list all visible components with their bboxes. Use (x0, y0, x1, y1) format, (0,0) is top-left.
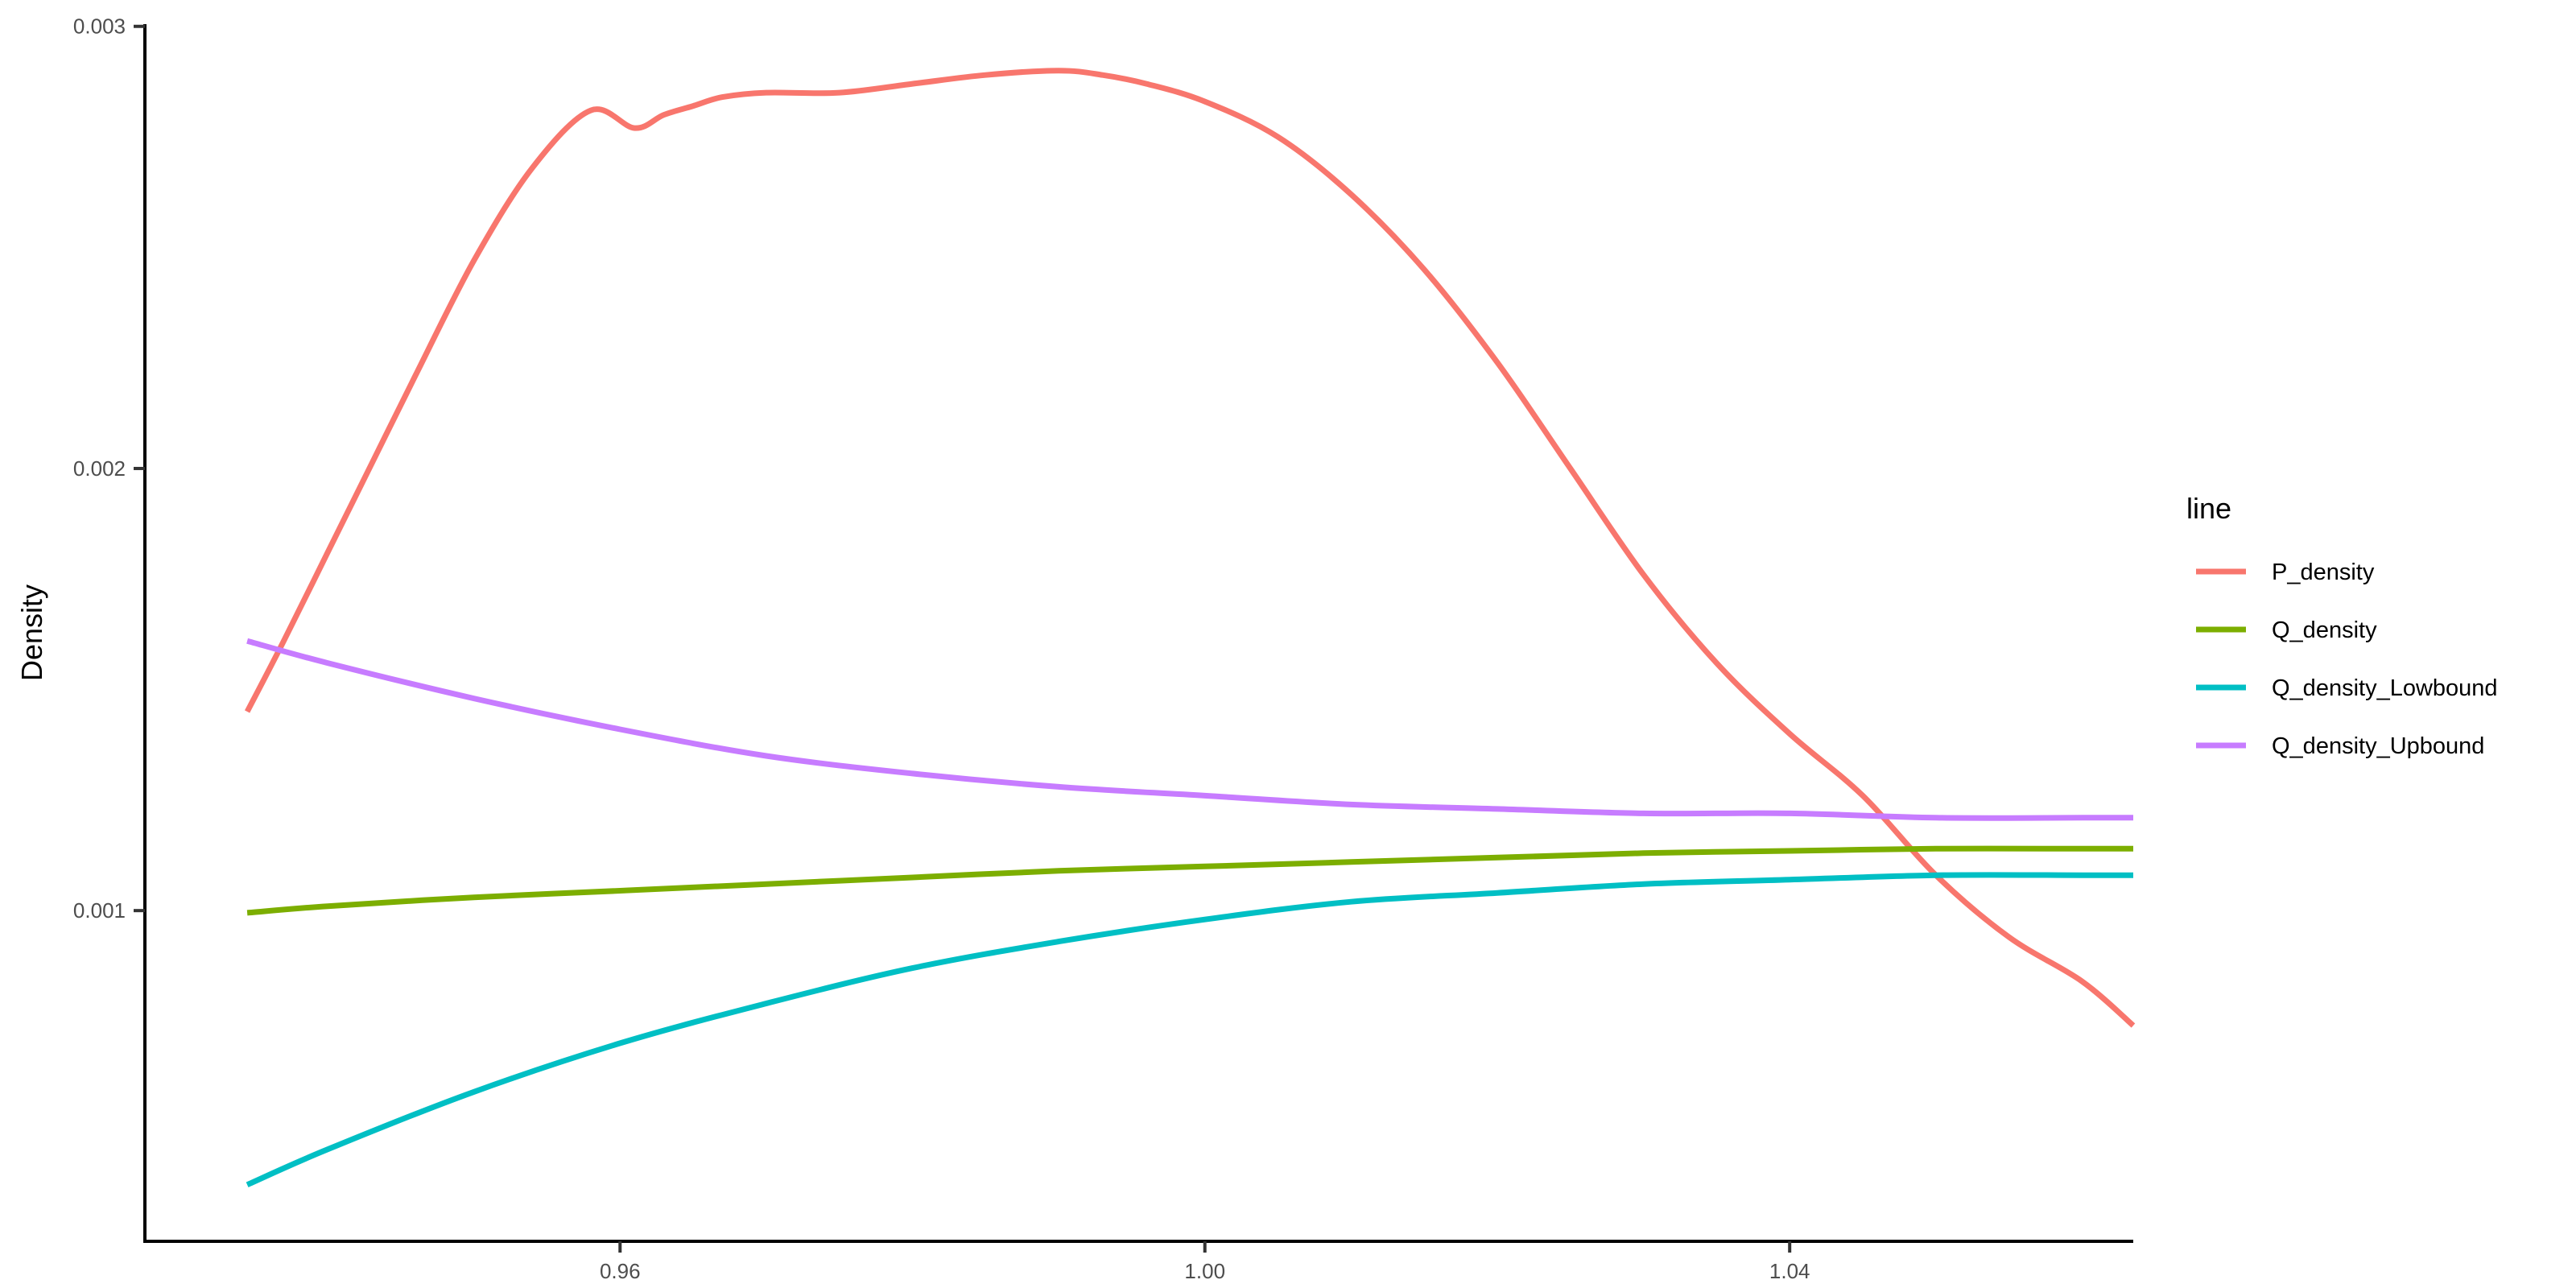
x-tick-label: 0.96 (600, 1259, 641, 1283)
legend-label: P_density (2272, 559, 2375, 585)
x-tick-label: 1.04 (1769, 1259, 1810, 1283)
y-tick-label: 0.002 (73, 456, 126, 481)
series-line-q-density (246, 845, 2133, 916)
legend-label: Q_density_Lowbound (2272, 675, 2498, 701)
series-line-q-density-upbound (246, 638, 2133, 821)
legend-title: line (2186, 492, 2231, 525)
legend-label: Q_density_Upbound (2272, 733, 2484, 759)
legend: line P_density Q_density Q_density_Lowboun… (2186, 492, 2498, 759)
x-tick-label: 1.00 (1184, 1259, 1225, 1283)
series-layer (244, 68, 2136, 1187)
ticks-layer: 0.96 1.00 1.04 0.001 0.002 0.003 (73, 14, 1810, 1283)
series-line-q-density-lowbound (246, 872, 2133, 1187)
legend-items: P_density Q_density Q_density_Lowbound Q_de… (2196, 559, 2498, 759)
y-axis-title: Density (15, 584, 48, 681)
axes-layer (143, 24, 2133, 1243)
y-tick-label: 0.003 (73, 14, 126, 39)
legend-label: Q_density (2272, 617, 2377, 643)
series-line-p-density (244, 68, 2136, 1028)
y-tick-label: 0.001 (73, 898, 126, 923)
